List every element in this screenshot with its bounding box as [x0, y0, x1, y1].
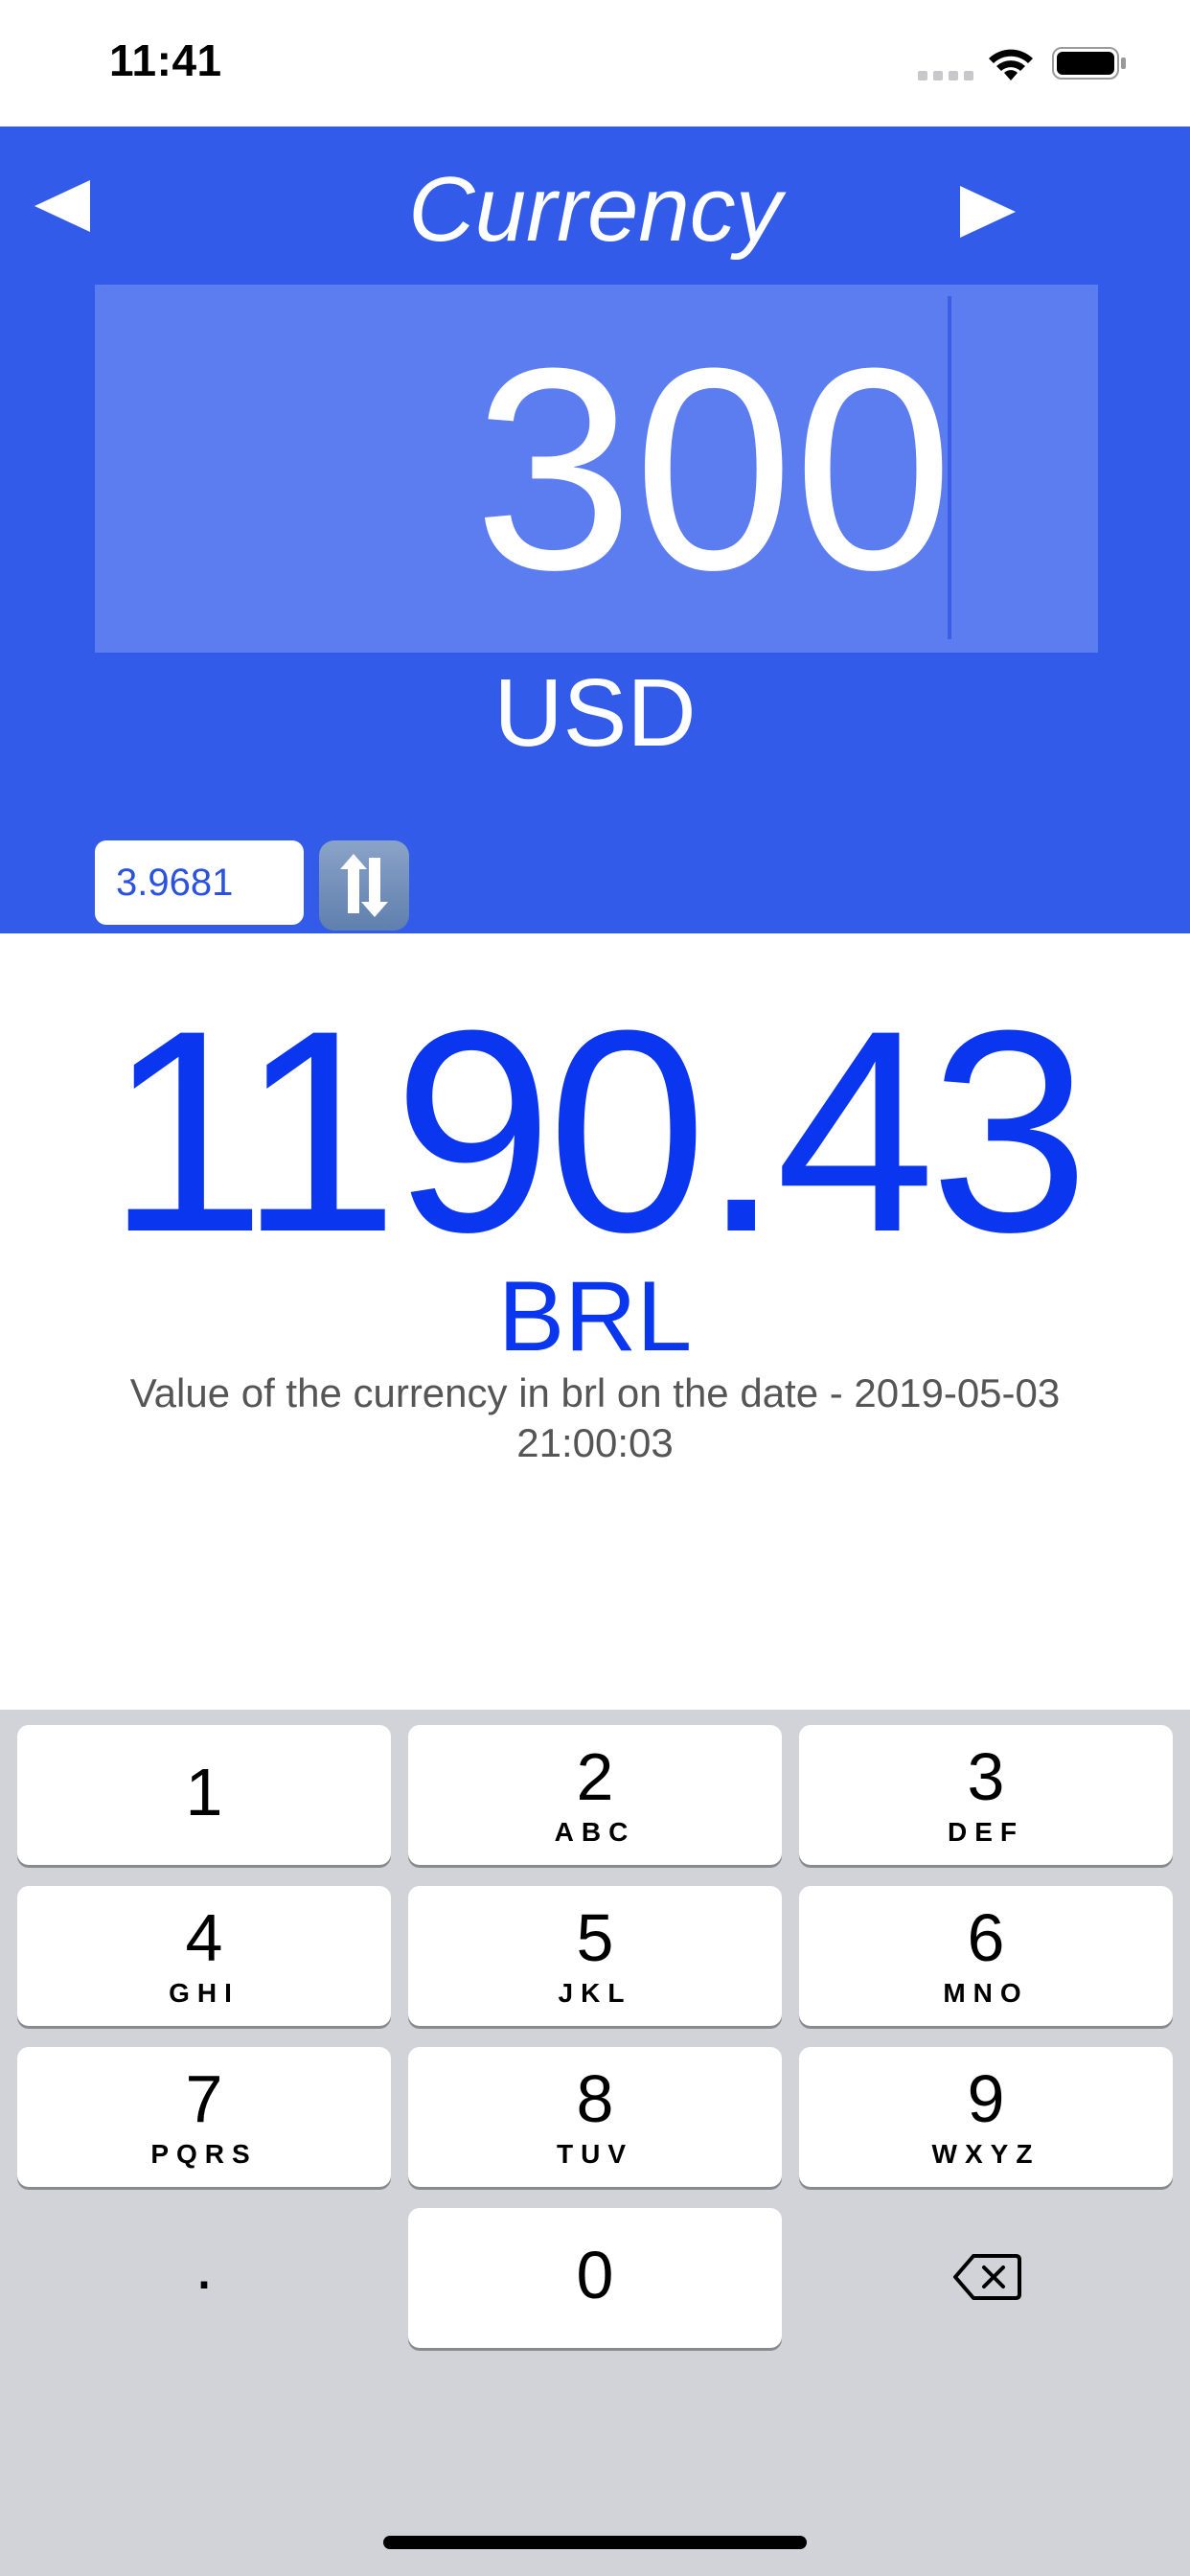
delete-key[interactable] — [799, 2208, 1173, 2348]
key-6[interactable]: 6 MNO — [799, 1886, 1173, 2026]
battery-icon — [1052, 47, 1126, 80]
key-4[interactable]: 4 GHI — [17, 1886, 391, 2026]
previous-arrow-icon[interactable] — [29, 172, 96, 240]
key-0[interactable]: 0 — [408, 2208, 782, 2348]
key-1[interactable]: 1 — [17, 1725, 391, 1865]
swap-currency-button[interactable] — [319, 840, 409, 931]
key-digit: 9 — [967, 2061, 1005, 2136]
status-bar: 11:41 — [0, 0, 1190, 126]
key-9[interactable]: 9 WXYZ — [799, 2047, 1173, 2187]
exchange-rate-field[interactable]: 3.9681 — [95, 840, 304, 925]
key-letters: DEF — [948, 1817, 1024, 1847]
key-digit: 4 — [185, 1900, 223, 1975]
wifi-icon — [989, 49, 1033, 80]
home-indicator[interactable] — [383, 2536, 807, 2549]
conversion-note: Value of the currency in brl on the date… — [129, 1370, 1061, 1465]
key-letters: GHI — [169, 1978, 240, 2008]
text-cursor — [948, 296, 951, 639]
converted-amount: 1190.43 — [105, 970, 1089, 1292]
key-decimal[interactable]: . — [195, 2228, 214, 2303]
key-letters: MNO — [943, 1978, 1029, 2008]
source-currency-label: USD — [493, 659, 697, 767]
key-digit: 7 — [185, 2061, 223, 2136]
key-letters: PQRS — [150, 2139, 258, 2169]
key-digit: 6 — [967, 1900, 1005, 1975]
next-arrow-icon[interactable] — [954, 178, 1021, 245]
cellular-signal-icon — [918, 71, 973, 80]
refresh-arrows-icon — [340, 854, 388, 917]
amount-input[interactable]: 300 — [95, 285, 1098, 653]
key-letters: WXYZ — [931, 2139, 1041, 2169]
key-digit: 1 — [185, 1755, 223, 1829]
key-5[interactable]: 5 JKL — [408, 1886, 782, 2026]
backspace-icon — [953, 2254, 1021, 2300]
key-digit: 8 — [576, 2061, 614, 2136]
key-letters: JKL — [558, 1978, 632, 2008]
amount-value: 300 — [473, 308, 953, 630]
key-letters: ABC — [554, 1817, 636, 1847]
key-digit: 3 — [967, 1739, 1005, 1814]
status-time: 11:41 — [109, 35, 222, 85]
key-digit: 5 — [576, 1900, 614, 1975]
target-currency-label: BRL — [497, 1261, 693, 1372]
key-digit: 2 — [576, 1739, 614, 1814]
key-8[interactable]: 8 TUV — [408, 2047, 782, 2187]
key-3[interactable]: 3 DEF — [799, 1725, 1173, 1865]
numeric-keypad: 1 2 ABC 3 DEF 4 GHI 5 JKL 6 MNO 7 PQRS 8… — [0, 1710, 1190, 2576]
converter-header: Currency 300 USD 3.9681 — [0, 126, 1190, 933]
key-digit: 0 — [576, 2238, 614, 2312]
key-letters: TUV — [557, 2139, 633, 2169]
key-7[interactable]: 7 PQRS — [17, 2047, 391, 2187]
page-title: Currency — [408, 158, 782, 261]
key-2[interactable]: 2 ABC — [408, 1725, 782, 1865]
